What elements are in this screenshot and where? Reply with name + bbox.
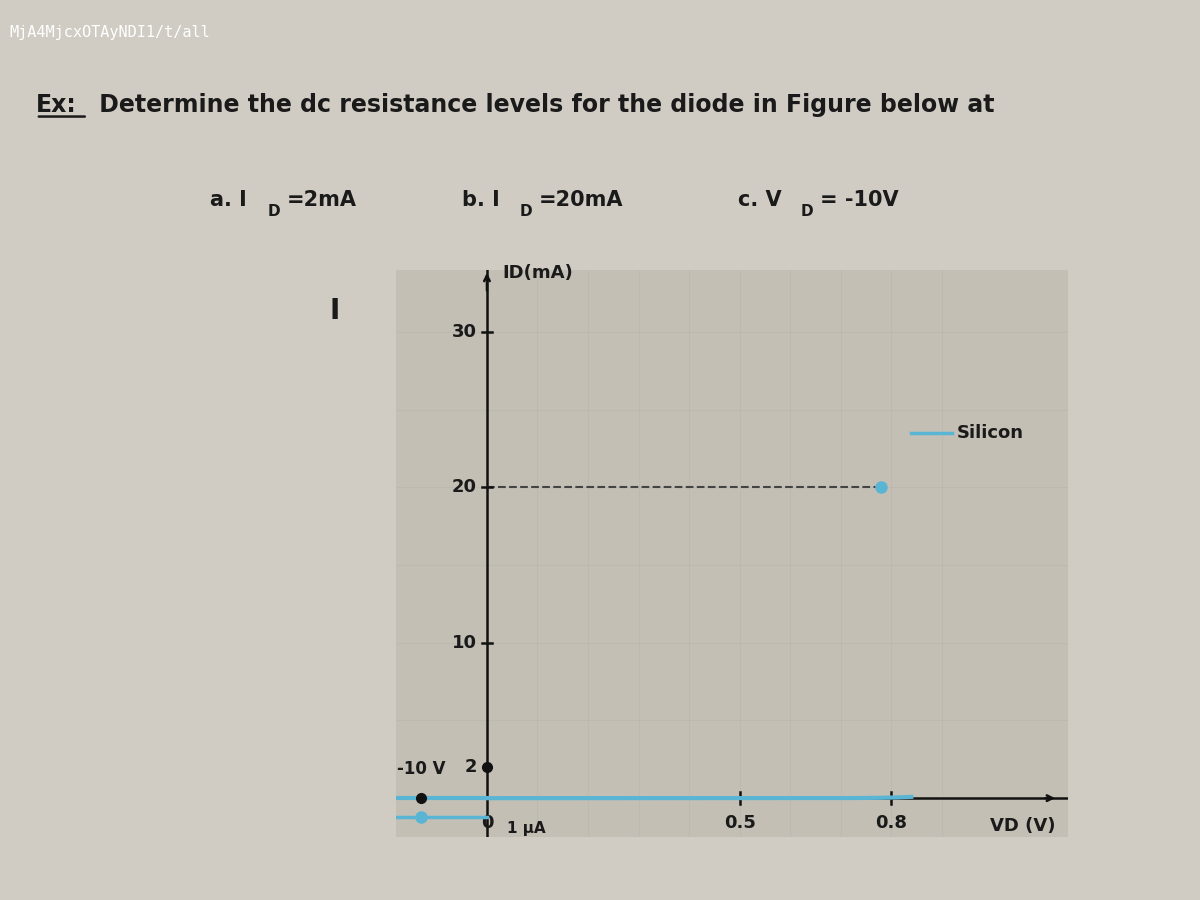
Text: Determine the dc resistance levels for the diode in Figure below at: Determine the dc resistance levels for t… — [91, 94, 995, 117]
Text: 10: 10 — [452, 634, 476, 652]
Text: MjA4MjcxOTAyNDI1/t/all: MjA4MjcxOTAyNDI1/t/all — [10, 24, 210, 40]
Text: D: D — [520, 203, 533, 219]
Text: D: D — [800, 203, 814, 219]
Text: 0.5: 0.5 — [724, 814, 756, 832]
Text: D: D — [268, 203, 281, 219]
Text: -10 V: -10 V — [397, 760, 445, 778]
Text: I: I — [330, 297, 341, 325]
Text: 20: 20 — [452, 479, 476, 497]
Text: 2: 2 — [464, 758, 476, 776]
Text: VD (V): VD (V) — [990, 817, 1055, 835]
Text: 0.8: 0.8 — [875, 814, 907, 832]
Text: Silicon: Silicon — [956, 424, 1024, 442]
Text: a. I: a. I — [210, 190, 247, 210]
Text: =2mA: =2mA — [287, 190, 356, 210]
Text: 30: 30 — [452, 323, 476, 341]
Text: 1 μA: 1 μA — [508, 822, 546, 836]
Text: =20mA: =20mA — [539, 190, 623, 210]
Text: ID(mA): ID(mA) — [502, 265, 572, 283]
Text: = -10V: = -10V — [820, 190, 899, 210]
Text: c. V: c. V — [738, 190, 781, 210]
Text: Ex:: Ex: — [36, 94, 77, 117]
Text: 0: 0 — [481, 814, 493, 832]
Text: b. I: b. I — [462, 190, 499, 210]
